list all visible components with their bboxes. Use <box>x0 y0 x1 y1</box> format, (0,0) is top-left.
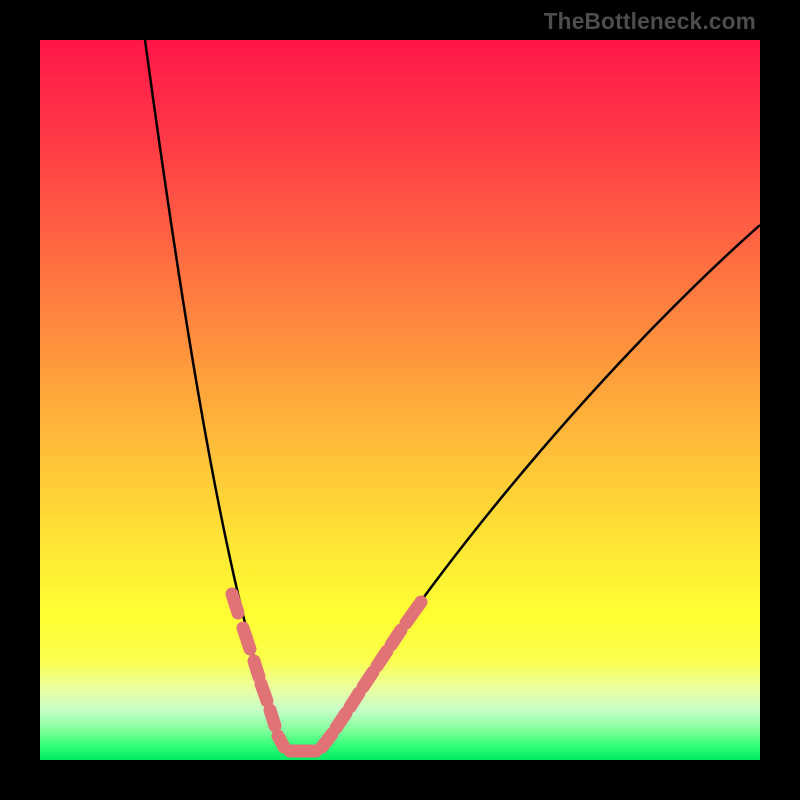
marker-dot <box>243 628 250 649</box>
watermark-text: TheBottleneck.com <box>544 8 756 35</box>
marker-dot <box>232 594 238 613</box>
bottleneck-curve <box>145 40 760 751</box>
marker-dots-group <box>232 594 421 751</box>
marker-dot <box>377 651 387 666</box>
marker-dot <box>391 630 401 645</box>
marker-dot <box>322 734 332 747</box>
marker-dot <box>254 661 259 677</box>
marker-dot <box>270 710 275 726</box>
marker-dot <box>350 693 359 707</box>
curve-layer <box>40 40 760 760</box>
outer-frame: TheBottleneck.com <box>0 0 800 800</box>
plot-area <box>40 40 760 760</box>
marker-dot <box>336 713 346 728</box>
marker-dot <box>261 684 267 701</box>
marker-dot <box>278 736 284 747</box>
marker-dot <box>406 602 421 623</box>
marker-dot <box>363 672 373 687</box>
